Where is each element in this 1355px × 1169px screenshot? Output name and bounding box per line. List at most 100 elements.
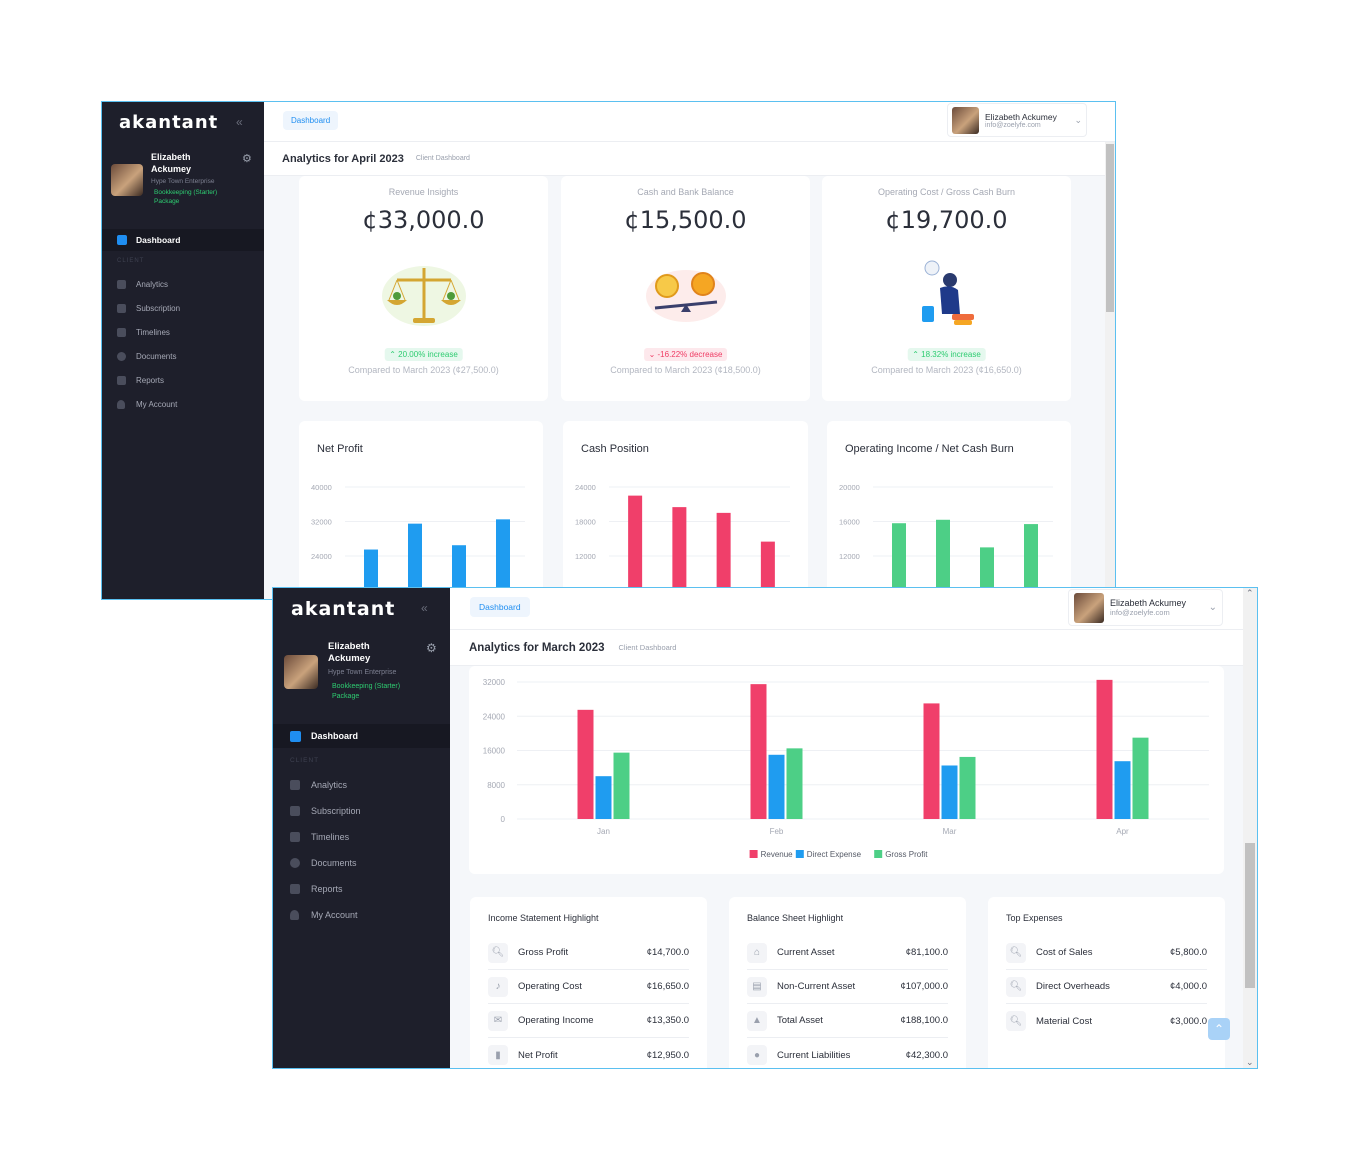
cash-position-card: Cash Position 24000 18000 12000 (563, 421, 808, 600)
sidebar-item-reports[interactable]: Reports (102, 370, 264, 390)
compare-text: Compared to March 2023 (¢27,500.0) (348, 365, 499, 375)
scrollbar-thumb[interactable] (1106, 144, 1114, 312)
revenue-expense-profit-chart: 32000 24000 16000 8000 0 Jan Feb Mar Apr Revenue D… (483, 678, 1209, 859)
legend-swatch (874, 850, 883, 858)
scroll-up-icon[interactable]: ⌃ (1246, 588, 1254, 598)
kpi-value: ¢15,500.0 (624, 206, 747, 234)
sidebar-item-analytics[interactable]: Analytics (273, 774, 450, 796)
bar[interactable] (628, 495, 643, 600)
highlight-value: ¢5,800.0 (1170, 947, 1207, 958)
graduation-cap-icon (290, 806, 300, 816)
y-tick-label: 32000 (311, 518, 332, 527)
bar[interactable] (760, 541, 775, 600)
sidebar-item-label: Reports (136, 375, 165, 385)
bar-direct-expense[interactable] (1114, 761, 1131, 819)
scrollbar[interactable] (1105, 142, 1115, 599)
highlight-value: ¢42,300.0 (905, 1049, 948, 1061)
breadcrumb[interactable]: Dashboard (470, 597, 530, 617)
profile-company: Hype Town Enterprise (151, 178, 215, 185)
net-profit-chart: 40000320002400016000 (311, 483, 525, 600)
bar[interactable] (716, 512, 731, 600)
y-tick-label: 0 (501, 815, 506, 824)
sidebar-item-subscription[interactable]: Subscription (102, 298, 264, 318)
legend-item[interactable]: Gross Profit (874, 850, 928, 859)
bar[interactable] (1024, 524, 1038, 600)
sidebar-item-timelines[interactable]: Timelines (102, 322, 264, 342)
kpi-card-cash-bank: Cash and Bank Balance ¢15,500.0 ⌄ -16.22… (561, 176, 810, 401)
bar-gross-profit[interactable] (786, 748, 803, 819)
gear-icon[interactable]: ⚙ (426, 641, 437, 655)
page-header: Analytics for March 2023 Client Dashboar… (450, 630, 1243, 666)
highlight-label: Direct Overheads (1036, 981, 1110, 992)
highlight-value: ¢14,700.0 (646, 947, 689, 958)
bar[interactable] (452, 545, 466, 600)
sidebar-item-my-account[interactable]: My Account (102, 394, 264, 414)
sidebar-item-documents[interactable]: Documents (273, 852, 450, 874)
clipboard-icon: ▤ (747, 976, 767, 997)
x-tick-label: Apr (1116, 827, 1129, 836)
collapse-sidebar-icon[interactable]: « (421, 601, 428, 615)
bar[interactable] (892, 523, 906, 600)
bar[interactable] (936, 519, 950, 600)
bar-direct-expense[interactable] (941, 765, 958, 819)
sidebar-item-documents[interactable]: Documents (102, 346, 264, 366)
legend-item[interactable]: Direct Expense (795, 850, 862, 859)
sidebar-item-reports[interactable]: Reports (273, 878, 450, 900)
bar-revenue[interactable] (750, 684, 767, 819)
breadcrumb[interactable]: Dashboard (283, 111, 339, 130)
highlight-row: ● Current Liabilities ¢42,300.0 (747, 1038, 948, 1068)
bar-revenue[interactable] (923, 703, 940, 819)
brand-logo[interactable]: akantant (119, 112, 218, 133)
sidebar-item-timelines[interactable]: Timelines (273, 826, 450, 848)
highlight-row: 🔍︎ Direct Overheads ¢4,000.0 (1006, 970, 1207, 1004)
user-menu[interactable]: Elizabeth Ackumey info@zoelyfe.com ⌄ (947, 103, 1087, 137)
profile-last-name: Ackumey (151, 163, 192, 174)
highlight-value: ¢4,000.0 (1170, 981, 1207, 992)
magnifier-icon: 🔍︎ (488, 942, 508, 963)
kpi-card-revenue: Revenue Insights ¢33,000.0 ⌃ 20.00% incr… (299, 176, 548, 401)
dashboard-window-april: akantant « Elizabeth Ackumey Hype Town E… (101, 101, 1116, 600)
y-tick-label: 16000 (483, 747, 506, 756)
scrollbar-thumb[interactable] (1245, 843, 1255, 988)
sidebar-item-dashboard[interactable]: Dashboard (102, 229, 264, 251)
bar-revenue[interactable] (577, 709, 594, 819)
bar-direct-expense[interactable] (768, 754, 785, 819)
sidebar-item-my-account[interactable]: My Account (273, 904, 450, 926)
change-badge: ⌄ -16.22% decrease (643, 348, 728, 361)
bar-direct-expense[interactable] (595, 776, 612, 819)
bar[interactable] (408, 523, 422, 600)
bar[interactable] (496, 519, 510, 600)
bar[interactable] (980, 547, 994, 600)
scrollbar[interactable]: ⌃ ⌄ (1243, 588, 1257, 1068)
brand-logo[interactable]: akantant (291, 598, 395, 620)
bar-gross-profit[interactable] (1132, 737, 1149, 819)
gear-icon[interactable]: ⚙ (242, 153, 252, 165)
calendar-icon (117, 327, 126, 337)
highlight-row: 🔍︎ Gross Profit ¢14,700.0 (488, 936, 689, 970)
collapse-sidebar-icon[interactable]: « (236, 115, 243, 129)
cash-position-chart: 24000 18000 12000 (575, 483, 790, 600)
highlight-row: ⌂ Current Asset ¢81,100.0 (747, 936, 948, 970)
legend-item[interactable]: Revenue (749, 850, 794, 859)
bar-gross-profit[interactable] (959, 756, 976, 819)
bar[interactable] (364, 549, 378, 600)
sidebar-item-analytics[interactable]: Analytics (102, 274, 264, 294)
user-menu[interactable]: Elizabeth Ackumey info@zoelyfe.com ⌄ (1068, 589, 1223, 626)
page-title: Analytics for March 2023 (469, 641, 605, 654)
scroll-to-top-button[interactable]: ⌃ (1208, 1018, 1230, 1040)
sidebar-item-label: Dashboard (136, 235, 181, 245)
y-tick-label: 16000 (839, 518, 860, 527)
bar-chart-icon: ▮ (488, 1045, 508, 1065)
sidebar-item-subscription[interactable]: Subscription (273, 800, 450, 822)
highlight-value: ¢3,000.0 (1170, 1015, 1207, 1027)
highlight-row: 🔍︎ Material Cost ¢3,000.0 (1006, 1004, 1207, 1038)
bar-gross-profit[interactable] (613, 752, 630, 819)
bar-revenue[interactable] (1096, 679, 1113, 819)
x-tick-label: Feb (770, 827, 784, 836)
bar[interactable] (672, 507, 687, 600)
scroll-down-icon[interactable]: ⌄ (1246, 1057, 1254, 1067)
net-profit-card: Net Profit 40000320002400016000 (299, 421, 543, 600)
y-tick-label: 32000 (483, 678, 506, 687)
kpi-value: ¢33,000.0 (362, 206, 485, 234)
sidebar-item-dashboard[interactable]: Dashboard (273, 724, 450, 748)
